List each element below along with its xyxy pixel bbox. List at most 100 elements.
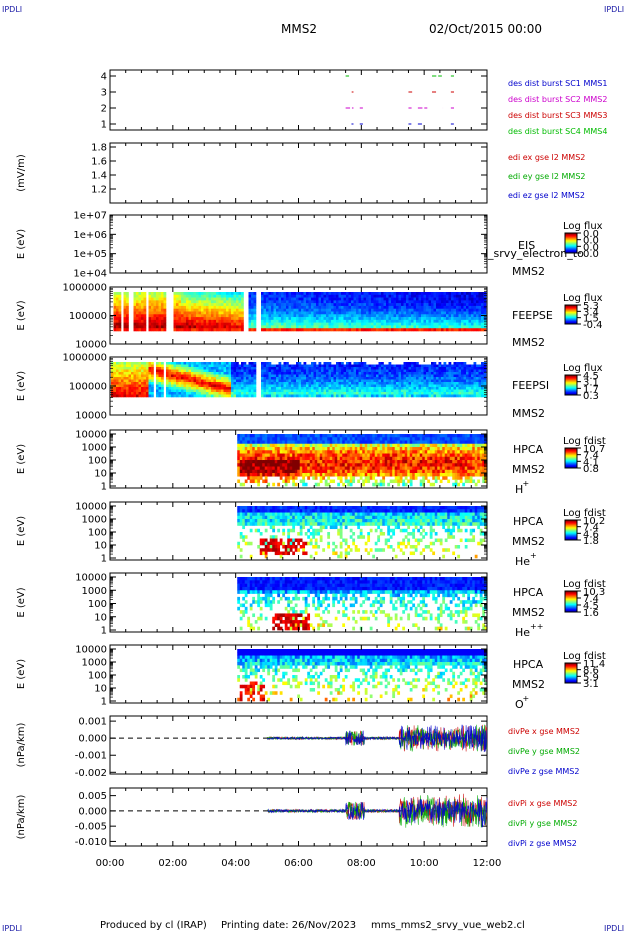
heatmap-cell bbox=[333, 377, 337, 380]
heatmap-cell bbox=[448, 392, 452, 395]
heatmap-cell bbox=[411, 384, 414, 388]
heatmap-cell bbox=[351, 317, 354, 321]
heatmap-cell bbox=[163, 314, 167, 318]
heatmap-cell bbox=[236, 311, 239, 315]
heatmap-cell bbox=[208, 362, 212, 365]
heatmap-cell bbox=[441, 379, 444, 383]
heatmap-cell bbox=[303, 364, 307, 368]
heatmap-cell bbox=[281, 325, 284, 329]
heatmap-cell bbox=[181, 364, 184, 368]
heatmap-cell bbox=[388, 292, 392, 296]
heatmap-cell bbox=[168, 377, 172, 380]
heatmap-cell bbox=[193, 308, 197, 312]
heatmap-cell bbox=[386, 387, 389, 390]
heatmap-cell bbox=[291, 367, 294, 370]
heatmap-cell bbox=[296, 367, 299, 370]
heatmap-cell bbox=[326, 379, 329, 383]
heatmap-cell bbox=[328, 294, 332, 298]
heatmap-cell bbox=[443, 308, 447, 312]
heatmap-cell bbox=[244, 463, 248, 467]
heatmap-cell bbox=[288, 372, 292, 375]
heatmap-cell bbox=[274, 443, 278, 448]
heatmap-cell bbox=[263, 367, 267, 370]
heatmap-cell bbox=[358, 319, 362, 323]
heatmap-cell bbox=[156, 384, 159, 388]
heatmap-cell bbox=[428, 394, 432, 398]
heatmap-cell bbox=[186, 394, 189, 398]
heatmap-cell bbox=[371, 317, 374, 321]
heatmap-cell bbox=[433, 303, 437, 307]
heatmap-cell bbox=[261, 308, 264, 312]
heatmap-cell bbox=[218, 394, 222, 398]
heatmap-cell bbox=[343, 325, 347, 329]
heatmap-cell bbox=[353, 387, 357, 390]
heatmap-cell bbox=[321, 364, 324, 368]
heatmap-cell bbox=[308, 300, 312, 304]
heatmap-cell bbox=[252, 443, 256, 448]
heatmap-cell bbox=[386, 384, 389, 388]
heatmap-cell bbox=[284, 476, 288, 480]
colorbar-swatch bbox=[565, 309, 577, 312]
heatmap-cell bbox=[166, 389, 169, 393]
heatmap-cell bbox=[426, 367, 429, 370]
heatmap-cell bbox=[448, 319, 452, 323]
heatmap-cell bbox=[386, 367, 389, 370]
y-tick-label: 1e+05 bbox=[73, 249, 107, 260]
heatmap-cell bbox=[257, 463, 261, 467]
heatmap-cell bbox=[341, 305, 344, 310]
heatmap-cell bbox=[431, 311, 434, 315]
heatmap-cell bbox=[483, 297, 487, 301]
heatmap-cell bbox=[301, 305, 304, 310]
heatmap-cell bbox=[478, 387, 482, 390]
heatmap-cell bbox=[376, 317, 379, 321]
heatmap-cell bbox=[386, 364, 389, 368]
heatmap-cell bbox=[156, 308, 159, 312]
heatmap-cell bbox=[309, 473, 313, 477]
heatmap-cell bbox=[281, 311, 284, 315]
heatmap-cell bbox=[126, 305, 129, 310]
heatmap-cell bbox=[186, 367, 189, 370]
heatmap-cell bbox=[203, 314, 207, 318]
heatmap-cell bbox=[271, 384, 274, 388]
heatmap-cell bbox=[413, 374, 417, 378]
heatmap-cell bbox=[418, 369, 422, 373]
heatmap-cell bbox=[156, 364, 159, 368]
heatmap-cell bbox=[153, 322, 157, 326]
heatmap-cell bbox=[278, 394, 282, 398]
heatmap-cell bbox=[413, 369, 417, 373]
heatmap-cell bbox=[456, 328, 459, 332]
heatmap-cell bbox=[196, 382, 199, 385]
panel-frame-eis bbox=[109, 214, 488, 274]
heatmap-cell bbox=[251, 362, 254, 365]
heatmap-cell bbox=[423, 300, 427, 304]
heatmap-cell bbox=[237, 453, 241, 458]
colorbar-tick-label: 3.4 bbox=[583, 307, 599, 318]
heatmap-cell bbox=[291, 369, 294, 373]
heatmap-cell bbox=[223, 317, 227, 321]
heatmap-cell bbox=[453, 322, 457, 326]
heatmap-cell bbox=[191, 328, 194, 332]
heatmap-cell bbox=[151, 300, 154, 304]
heatmap-cell bbox=[386, 369, 389, 373]
heatmap-cell bbox=[441, 384, 444, 388]
heatmap-cell bbox=[403, 387, 407, 390]
heatmap-cell bbox=[223, 384, 227, 388]
heatmap-cell bbox=[287, 434, 291, 438]
heatmap-cell bbox=[283, 392, 287, 395]
heatmap-cell bbox=[421, 328, 424, 332]
heatmap-cell bbox=[261, 372, 264, 375]
colorbar-swatch bbox=[565, 233, 577, 236]
heatmap-cell bbox=[241, 319, 244, 323]
heatmap-cell bbox=[308, 292, 312, 296]
heatmap-cell bbox=[289, 456, 293, 461]
heatmap-cell bbox=[113, 311, 117, 315]
heatmap-cell bbox=[331, 303, 334, 307]
heatmap-cell bbox=[283, 303, 287, 307]
heatmap-cell bbox=[257, 437, 261, 441]
heatmap-cell bbox=[143, 317, 147, 321]
heatmap-cell bbox=[298, 292, 302, 296]
heatmap-cell bbox=[323, 394, 327, 398]
heatmap-cell bbox=[193, 377, 197, 380]
heatmap-cell bbox=[118, 317, 122, 321]
heatmap-cell bbox=[363, 308, 367, 312]
